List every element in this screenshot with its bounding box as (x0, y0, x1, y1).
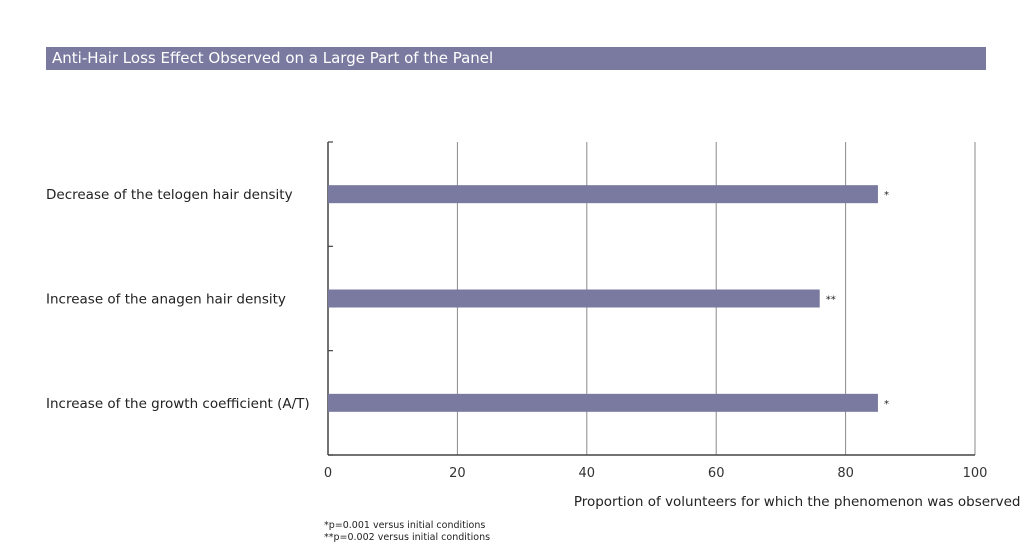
x-tick-label-20: 20 (449, 466, 466, 481)
x-tick-label-0: 0 (324, 466, 332, 481)
chart-title: Anti-Hair Loss Effect Observed on a Larg… (52, 49, 494, 67)
category-labels: Decrease of the telogen hair density Incr… (46, 187, 310, 412)
category-label-0: Decrease of the telogen hair density (46, 187, 293, 203)
tick-labels: 0 20 40 60 80 100 (324, 466, 988, 481)
footnote-2: **p=0.002 versus initial conditions (324, 532, 491, 543)
bar-annotation-0: * (884, 190, 889, 201)
footnotes: *p=0.001 versus initial conditions **p=0… (324, 520, 490, 544)
bar-annotation-2: * (884, 399, 889, 410)
bar-1 (328, 289, 820, 308)
x-tick-label-80: 80 (837, 466, 854, 481)
x-axis-title: Proportion of volunteers for which the p… (574, 494, 1024, 510)
chart-title-bar: Anti-Hair Loss Effect Observed on a Larg… (46, 47, 986, 70)
x-tick-label-60: 60 (708, 466, 725, 481)
category-label-1: Increase of the anagen hair density (46, 292, 286, 308)
bar-2 (328, 393, 878, 412)
bar-0 (328, 185, 878, 204)
bar-annotation-1: ** (826, 295, 836, 306)
x-tick-label-100: 100 (963, 466, 988, 481)
category-label-2: Increase of the growth coefficient (A/T) (46, 396, 310, 412)
x-tick-label-40: 40 (579, 466, 596, 481)
footnote-1: *p=0.001 versus initial conditions (324, 520, 486, 531)
bars: **** (328, 185, 889, 412)
